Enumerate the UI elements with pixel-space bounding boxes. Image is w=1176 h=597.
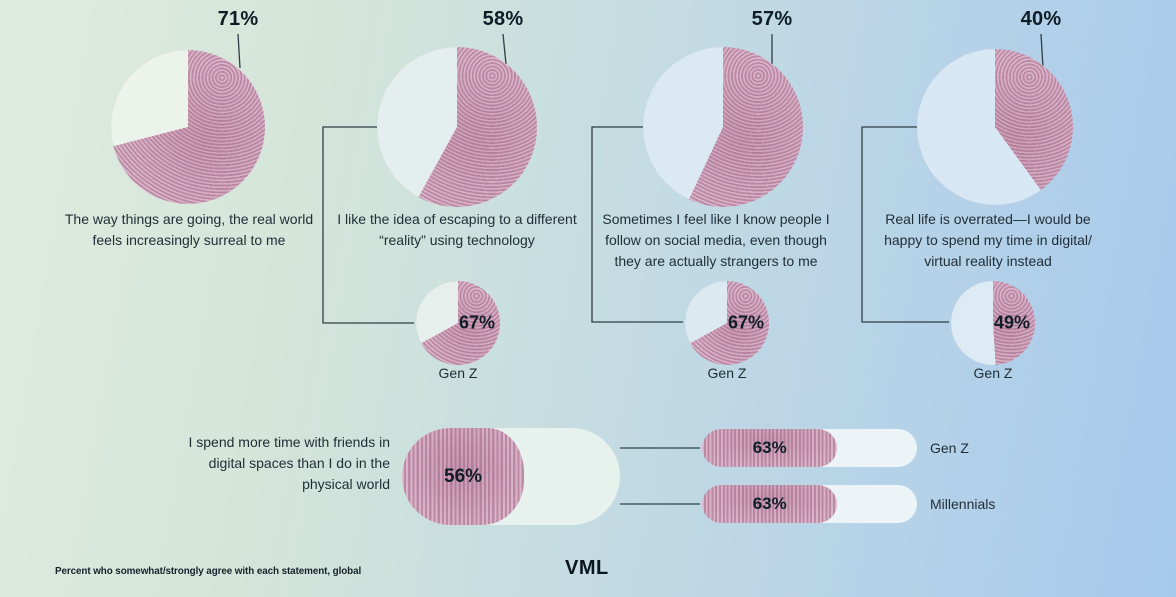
genz-pie-group-1: 67% Gen Z (416, 281, 500, 381)
genz-percent-3: 49% (993, 312, 1031, 333)
statement-4: Real life is overrated—I would be happy … (884, 211, 1092, 269)
statement-3: Sometimes I feel like I know people I fo… (602, 211, 830, 269)
percent-label-4: 40% (1020, 8, 1062, 30)
genz-pie-2: 67% (685, 281, 769, 365)
millennials-bar-chart: 63% (702, 485, 917, 523)
statement-2: I like the idea of escaping to a differe… (337, 211, 577, 248)
genz-name-3: Gen Z (973, 365, 1013, 381)
global-pill-fill: 56% (402, 428, 525, 525)
pie-chart-1 (111, 50, 265, 204)
statement-1: The way things are going, the real world… (64, 211, 314, 248)
genz-bar-percent: 63% (752, 438, 787, 457)
genz-pie-remainder-2 (685, 281, 769, 365)
genz-bar-chart: 63% (702, 429, 917, 467)
genz-percent-1: 67% (458, 312, 496, 333)
bottom-statement: I spend more time with friends in digita… (188, 434, 390, 492)
millennials-bar-percent: 63% (752, 494, 787, 513)
genz-bar-name: Gen Z (930, 440, 969, 456)
pie-remainder-3 (643, 47, 803, 207)
pie-chart-2 (377, 47, 537, 207)
genz-pie-group-3: 49% Gen Z (951, 281, 1035, 381)
footnote: Percent who somewhat/strongly agree with… (55, 565, 362, 577)
genz-name-1: Gen Z (438, 365, 478, 381)
millennials-bar-name: Millennials (930, 496, 996, 512)
genz-pie-3: 49% (951, 281, 1035, 365)
genz-pie-remainder-3 (951, 281, 1035, 365)
global-pill-percent: 56% (444, 465, 483, 487)
pie-remainder-4 (917, 49, 1073, 205)
genz-pie-group-2: 67% Gen Z (685, 281, 769, 381)
percent-label-1: 71% (217, 8, 259, 30)
genz-pie-remainder-1 (416, 281, 500, 365)
global-pill-chart: 56% (402, 428, 620, 525)
genz-bar-fill: 63% (702, 429, 838, 467)
pie-chart-4 (917, 49, 1073, 205)
pie-chart-3 (643, 47, 803, 207)
percent-label-3: 57% (751, 8, 793, 30)
vml-logo: VML (565, 557, 609, 579)
pie-remainder-1 (111, 50, 265, 204)
millennials-bar-fill: 63% (702, 485, 838, 523)
pie-remainder-2 (377, 47, 537, 207)
genz-percent-2: 67% (727, 312, 765, 333)
percent-label-2: 58% (482, 8, 524, 30)
genz-pie-1: 67% (416, 281, 500, 365)
genz-name-2: Gen Z (707, 365, 747, 381)
